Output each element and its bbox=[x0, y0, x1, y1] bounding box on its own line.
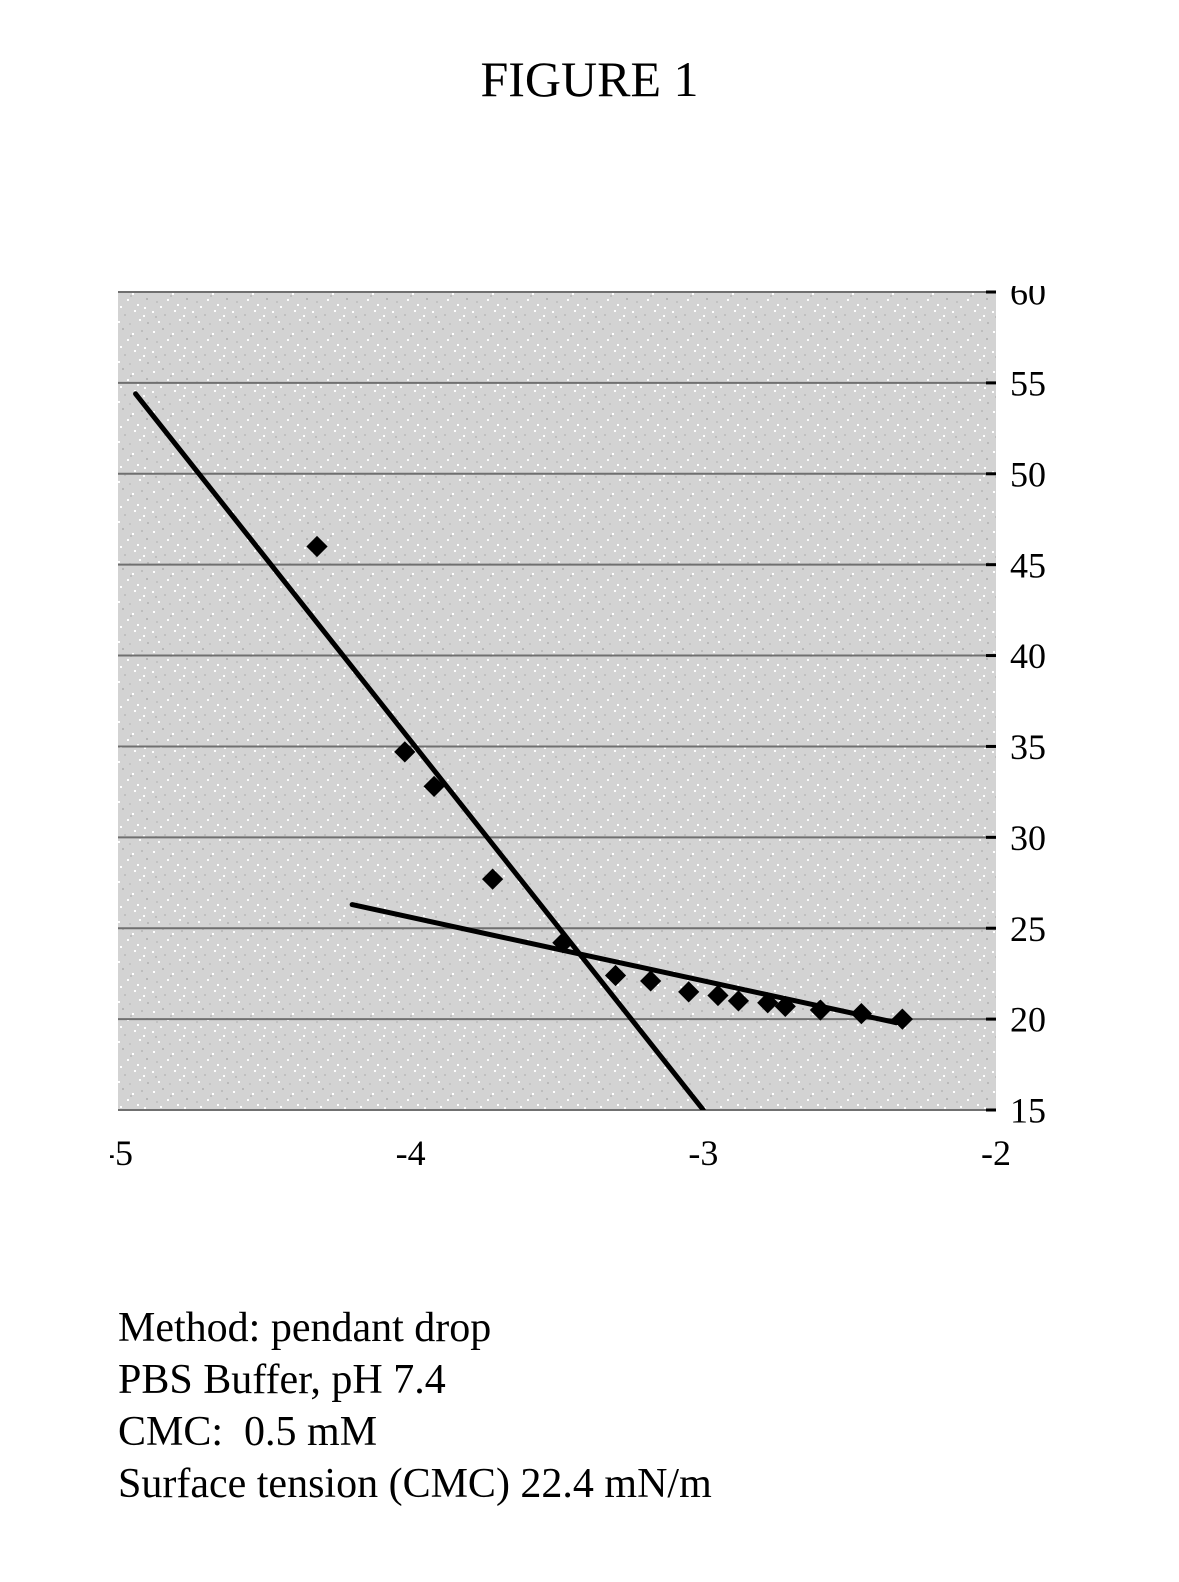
x-tick-label: -5 bbox=[110, 1133, 133, 1173]
y-tick-label: 20 bbox=[1010, 1000, 1046, 1040]
y-tick-label: 55 bbox=[1010, 363, 1046, 403]
chart-svg: 15 20 25 30 35 40 45 50 55 60 -5 -4 -3 -2 bbox=[110, 286, 1068, 1206]
y-tick-label: 35 bbox=[1010, 727, 1046, 767]
caption-line-2: CMC: 0.5 mM bbox=[118, 1406, 712, 1458]
y-tick-label: 50 bbox=[1010, 454, 1046, 494]
chart-area: 15 20 25 30 35 40 45 50 55 60 -5 -4 -3 -2 bbox=[110, 286, 1068, 1206]
x-tick-label: -2 bbox=[981, 1133, 1011, 1173]
y-tick-label: 15 bbox=[1010, 1091, 1046, 1131]
caption-line-1: PBS Buffer, pH 7.4 bbox=[118, 1354, 712, 1406]
y-tick-label: 40 bbox=[1010, 636, 1046, 676]
caption-line-3: Surface tension (CMC) 22.4 mN/m bbox=[118, 1458, 712, 1510]
y-tick-label: 30 bbox=[1010, 818, 1046, 858]
caption-line-0: Method: pendant drop bbox=[118, 1302, 712, 1354]
figure-title: FIGURE 1 bbox=[0, 50, 1179, 108]
x-tick-label: -4 bbox=[396, 1133, 426, 1173]
y-tick-label: 25 bbox=[1010, 909, 1046, 949]
caption-block: Method: pendant drop PBS Buffer, pH 7.4 … bbox=[118, 1302, 712, 1510]
x-tick-label: -3 bbox=[688, 1133, 718, 1173]
y-tick-label: 45 bbox=[1010, 545, 1046, 585]
y-tick-label: 60 bbox=[1010, 286, 1046, 313]
